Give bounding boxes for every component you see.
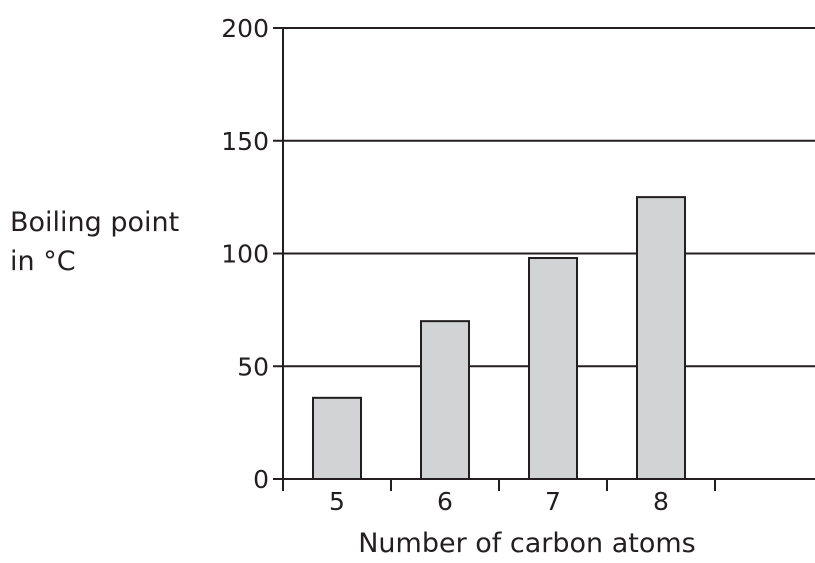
- axes: [273, 27, 815, 491]
- y-tick-label-100: 100: [221, 240, 269, 269]
- bar-6: [420, 320, 470, 480]
- y-tick-label-0: 0: [253, 465, 269, 494]
- x-tick-label-8: 8: [653, 487, 669, 516]
- labels: Boiling point in °C Number of carbon ato…: [10, 14, 696, 559]
- bar-7: [528, 257, 578, 481]
- x-tick-label-7: 7: [545, 487, 561, 516]
- y-tick-label-50: 50: [237, 352, 269, 381]
- bar-8: [636, 196, 686, 480]
- y-tick-label-150: 150: [221, 127, 269, 156]
- x-tick-label-6: 6: [437, 487, 453, 516]
- y-axis-label-line-2: in °C: [10, 246, 76, 277]
- bars: [312, 196, 686, 481]
- y-tick-label-200: 200: [221, 14, 269, 43]
- x-tick-label-5: 5: [329, 487, 345, 516]
- x-axis-label: Number of carbon atoms: [358, 528, 696, 559]
- bar-5: [312, 396, 362, 481]
- y-axis-label-line-1: Boiling point: [10, 207, 179, 238]
